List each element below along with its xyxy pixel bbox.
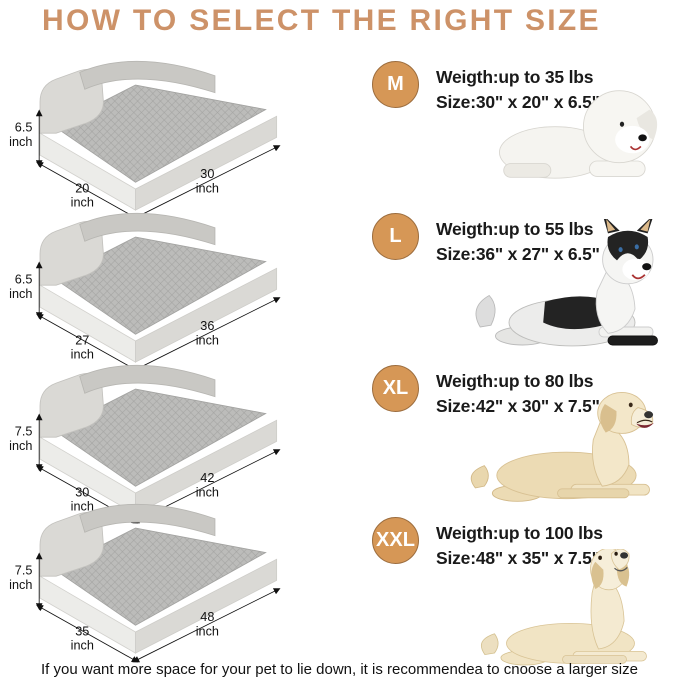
svg-text:6.5: 6.5 — [15, 120, 33, 134]
svg-text:inch: inch — [196, 624, 219, 638]
svg-text:7.5: 7.5 — [15, 425, 33, 439]
svg-text:inch: inch — [71, 639, 94, 653]
svg-text:30: 30 — [200, 167, 214, 181]
svg-text:inch: inch — [9, 135, 32, 149]
svg-text:35: 35 — [75, 624, 89, 638]
svg-text:6.5: 6.5 — [15, 273, 33, 287]
svg-text:7.5: 7.5 — [15, 564, 33, 578]
svg-text:inch: inch — [9, 287, 32, 301]
svg-text:inch: inch — [9, 578, 32, 592]
svg-text:42: 42 — [200, 471, 214, 485]
svg-text:inch: inch — [9, 439, 32, 453]
svg-text:36: 36 — [200, 319, 214, 333]
svg-text:48: 48 — [200, 610, 214, 624]
